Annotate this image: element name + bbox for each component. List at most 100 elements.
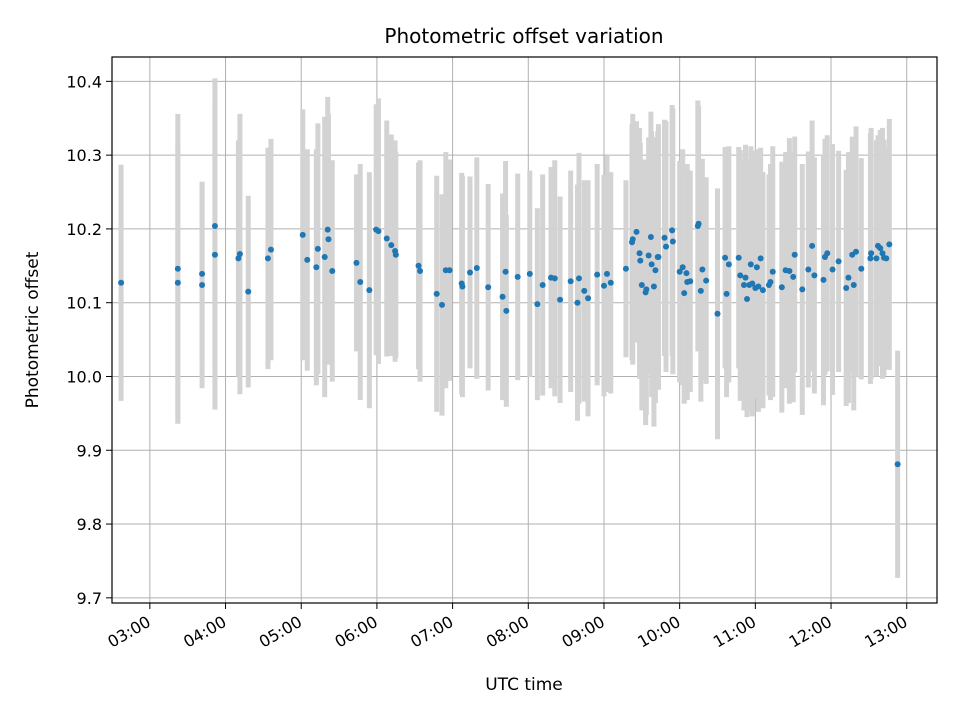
data-point (695, 220, 702, 227)
data-point (324, 226, 331, 233)
data-point (647, 234, 654, 241)
data-point (446, 267, 453, 274)
data-point (366, 287, 373, 294)
y-tick-label: 9.8 (77, 515, 102, 534)
data-point (526, 270, 533, 277)
data-point (744, 296, 751, 303)
data-point (557, 296, 564, 303)
data-point (459, 283, 466, 290)
data-point (687, 278, 694, 285)
y-tick-label: 10.0 (66, 367, 102, 386)
data-point (877, 245, 884, 252)
data-point (633, 228, 640, 235)
data-point (607, 279, 614, 286)
data-point (853, 248, 860, 255)
data-point (211, 251, 218, 258)
data-point (638, 281, 645, 288)
data-point (778, 284, 785, 291)
data-point (835, 258, 842, 265)
data-point (622, 265, 629, 272)
data-point (703, 277, 710, 284)
data-point (714, 310, 721, 317)
data-point (883, 255, 890, 262)
data-point (236, 251, 243, 258)
data-point (786, 267, 793, 274)
data-point (683, 270, 690, 277)
y-axis: 9.7 9.8 9.9 10.0 10.1 10.2 10.3 10.4 (66, 72, 112, 608)
data-point (199, 281, 206, 288)
data-point (174, 265, 181, 272)
data-point (790, 273, 797, 280)
data-point (742, 274, 749, 281)
data-point (681, 290, 688, 297)
data-point (314, 245, 321, 252)
data-point (791, 251, 798, 258)
data-point (894, 461, 901, 468)
y-tick-label: 10.3 (66, 146, 102, 165)
data-point (669, 238, 676, 245)
data-point (299, 231, 306, 238)
data-point (551, 275, 558, 282)
data-point (585, 295, 592, 302)
data-point (329, 267, 336, 274)
data-point (811, 272, 818, 279)
data-point (604, 270, 610, 277)
y-tick-label: 10.2 (66, 220, 102, 239)
data-point (245, 288, 252, 295)
data-point (174, 279, 181, 286)
data-point (725, 261, 732, 268)
data-point (514, 273, 521, 280)
chart-title: Photometric offset variation (384, 24, 663, 48)
data-point (699, 266, 706, 273)
data-point (858, 265, 865, 272)
data-point (357, 279, 364, 286)
data-point (676, 268, 683, 275)
data-point (575, 275, 582, 282)
data-point (415, 262, 422, 269)
data-point (809, 242, 816, 249)
data-point (503, 307, 510, 314)
y-tick-label: 9.7 (77, 589, 102, 608)
data-point (749, 280, 756, 287)
data-point (648, 261, 655, 268)
data-point (886, 241, 893, 248)
data-point (755, 283, 762, 290)
data-point (313, 264, 320, 271)
data-point (534, 301, 541, 308)
data-point (697, 287, 704, 294)
data-point (467, 269, 474, 276)
data-point (820, 276, 827, 283)
data-point (850, 281, 857, 288)
data-point (757, 255, 764, 262)
data-point (722, 254, 729, 261)
data-point (433, 290, 440, 297)
data-point (581, 287, 588, 294)
data-point (118, 279, 125, 286)
data-point (735, 254, 742, 261)
data-point (843, 284, 850, 291)
data-point (417, 267, 424, 274)
data-point (439, 301, 445, 308)
data-point (392, 251, 399, 258)
data-point (211, 222, 218, 229)
data-point (753, 264, 760, 271)
y-axis-label: Photometric offset (23, 251, 43, 408)
data-point (325, 236, 332, 243)
data-point (799, 286, 806, 293)
data-point (375, 228, 382, 235)
data-point (661, 234, 668, 241)
data-point (264, 255, 271, 262)
data-point (868, 250, 875, 257)
data-point (485, 284, 492, 291)
x-axis-label: UTC time (485, 675, 563, 695)
data-point (473, 265, 480, 272)
data-point (388, 242, 395, 249)
data-point (645, 252, 652, 259)
data-point (594, 271, 601, 278)
y-tick-label: 10.1 (66, 294, 102, 313)
data-point (199, 270, 206, 277)
data-point (747, 261, 754, 268)
data-point (643, 286, 650, 293)
y-tick-label: 9.9 (77, 441, 102, 460)
